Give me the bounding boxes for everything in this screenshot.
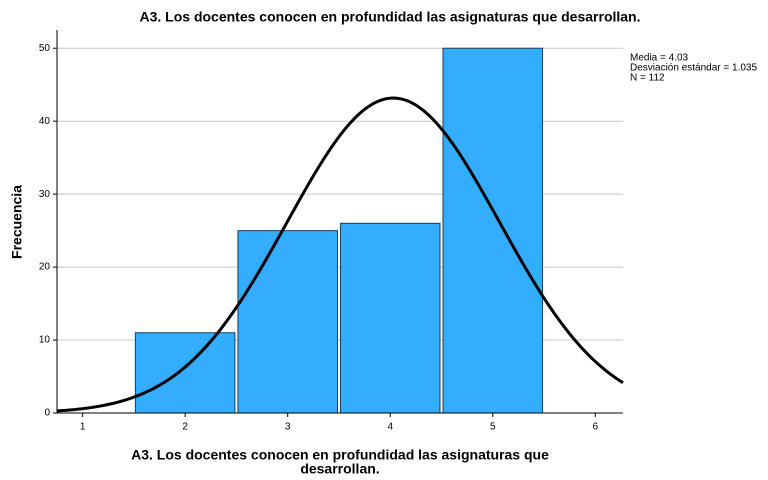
x-tick-label: 1 [80, 422, 86, 433]
annotation: Media = 4.03 [630, 53, 689, 64]
annotation: N = 112 [630, 73, 665, 84]
bar [339, 222, 441, 414]
bar [237, 230, 338, 414]
x-tick-label: 2 [182, 422, 188, 433]
x-tick-label: 6 [593, 422, 599, 433]
x-axis-label: A3. Los docentes conocen en profundidad … [131, 447, 549, 463]
y-tick-label: 40 [39, 116, 51, 127]
annotation: Desviación estándar = 1.035 [630, 63, 757, 74]
chart-title: A3. Los docentes conocen en profundidad … [140, 9, 641, 25]
y-tick-label: 20 [39, 262, 51, 273]
y-tick-label: 0 [44, 408, 50, 419]
y-tick-label: 50 [39, 43, 51, 54]
x-tick-label: 3 [285, 422, 291, 433]
y-tick-label: 10 [39, 335, 51, 346]
normal-curve [56, 96, 624, 413]
bar [134, 332, 236, 414]
y-axis-label: Frecuencia [9, 185, 25, 259]
x-tick-label: 5 [490, 422, 496, 433]
y-tick-label: 30 [39, 189, 51, 200]
x-tick-label: 4 [387, 422, 393, 433]
bar [442, 47, 544, 414]
x-axis-label: desarrollan. [300, 461, 379, 477]
